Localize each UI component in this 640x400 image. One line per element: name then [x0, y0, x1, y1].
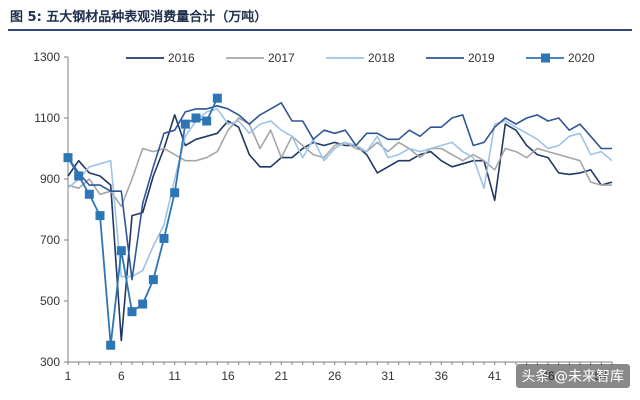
point-2020: [170, 188, 180, 198]
point-2020: [212, 93, 222, 103]
point-2020: [63, 153, 73, 163]
source-watermark: 头条 @未来智库: [515, 364, 630, 388]
title-divider: [8, 29, 632, 31]
chart-legend: 2016 2017 2018 2019 2020: [126, 51, 595, 65]
y-tick-label: 900: [40, 172, 60, 186]
point-2020: [127, 307, 137, 317]
point-2020: [202, 116, 212, 126]
figure-title: 图 5: 五大钢材品种表观消费量合计（万吨）: [10, 10, 268, 25]
y-tick-label: 500: [40, 294, 60, 308]
series-line-2018: [67, 108, 613, 278]
x-tick-label: 31: [381, 369, 395, 383]
legend-label-2020: 2020: [568, 51, 595, 65]
x-tick-label: 21: [275, 369, 289, 383]
y-tick-label: 1100: [34, 111, 60, 125]
point-2020: [191, 113, 201, 123]
legend-label-2016: 2016: [168, 51, 195, 65]
point-2020: [180, 119, 190, 129]
series-line-2016: [67, 114, 613, 342]
point-2020: [159, 233, 169, 243]
figure-header: 图 5: 五大钢材品种表观消费量合计（万吨）: [0, 0, 640, 31]
point-2020: [74, 171, 84, 181]
point-2020: [95, 211, 105, 221]
series-line-2019: [67, 102, 612, 281]
x-tick-label: 36: [435, 369, 449, 383]
x-tick-label: 6: [118, 369, 125, 383]
y-tick-label: 300: [40, 355, 60, 369]
y-tick-label: 700: [40, 233, 60, 247]
y-tick-label: 1300: [33, 50, 60, 64]
legend-label-2019: 2019: [468, 51, 495, 65]
legend-marker-2020: [541, 53, 550, 63]
point-2020: [116, 246, 126, 256]
x-tick-label: 26: [328, 369, 342, 383]
x-tick-label: 16: [221, 369, 235, 383]
point-2020: [138, 299, 148, 309]
x-tick-label: 11: [168, 369, 181, 383]
point-2020: [148, 275, 158, 285]
chart-series: [63, 93, 613, 350]
point-2020: [106, 340, 116, 350]
point-2020: [84, 189, 94, 199]
legend-label-2017: 2017: [268, 51, 295, 65]
legend-label-2018: 2018: [368, 51, 395, 65]
x-tick-label: 41: [488, 369, 502, 383]
x-tick-label: 1: [65, 369, 72, 383]
